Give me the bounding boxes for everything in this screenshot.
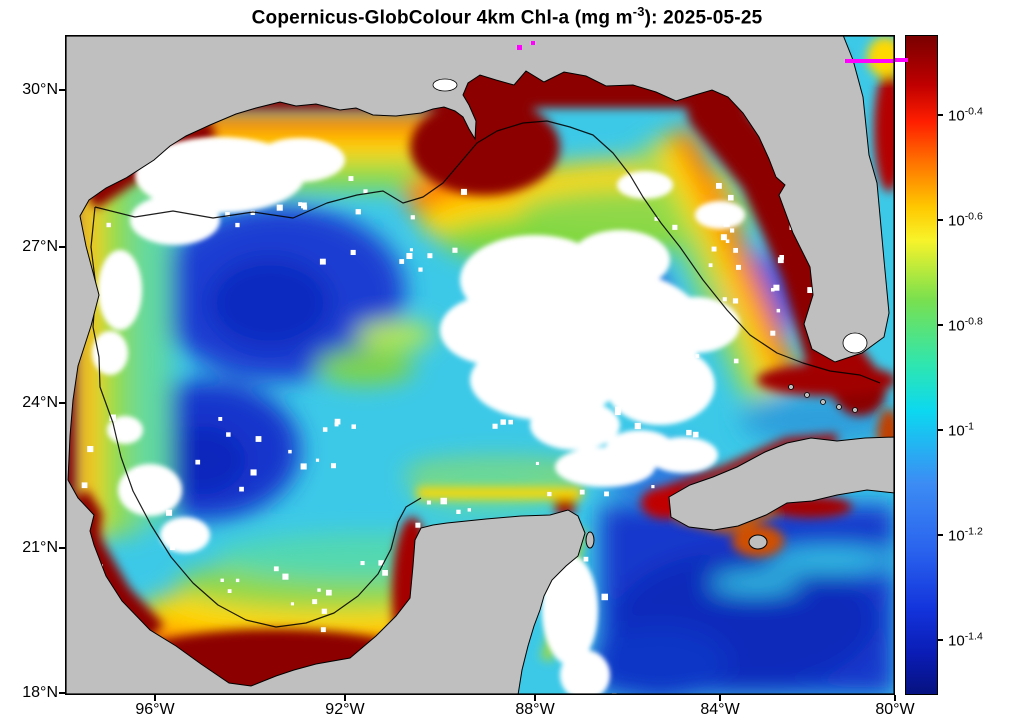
axes-border xyxy=(65,35,895,695)
y-tick-label: 21°N xyxy=(22,539,58,557)
colorbar-tick-mark xyxy=(938,323,943,326)
y-tick-label: 18°N xyxy=(22,684,58,702)
y-tick-label: 27°N xyxy=(22,237,58,255)
colorbar-tick-base: 10 xyxy=(948,527,965,545)
colorbar-tick-exponent: -1.2 xyxy=(964,525,983,538)
y-tick-mark xyxy=(59,692,65,695)
land-masses xyxy=(65,35,895,695)
colorbar-tick-label: 10-1.4 xyxy=(948,631,983,650)
colorbar-tick-label: 10-0.6 xyxy=(948,210,983,229)
land-cuba xyxy=(668,436,895,531)
x-tick-mark xyxy=(534,695,537,701)
colorbar-tick-base: 10 xyxy=(948,107,965,125)
x-tick-label: 80°W xyxy=(875,701,915,718)
x-tick-mark xyxy=(153,695,156,701)
figure-title: Copernicus-GlobColour 4km Chl-a (mg m-3)… xyxy=(0,4,1014,29)
colorbar xyxy=(905,35,938,695)
y-tick-mark xyxy=(59,245,65,248)
x-tick-label: 96°W xyxy=(135,701,175,718)
y-tick-label: 24°N xyxy=(22,394,58,412)
colorbar-tick-base: 10 xyxy=(948,422,965,440)
land-isla-de-la-juventud xyxy=(748,534,768,550)
colorbar-tick-mark xyxy=(938,639,943,642)
colorbar-tick-exponent: -0.6 xyxy=(964,210,983,223)
colorbar-tick-mark xyxy=(938,218,943,221)
colorbar-tick-label: 10-1 xyxy=(948,420,974,439)
y-tick-mark xyxy=(59,547,65,550)
x-tick-mark xyxy=(894,695,896,701)
y-tick-mark xyxy=(59,88,65,91)
title-suffix: ): 2025-05-25 xyxy=(644,7,763,29)
map-plot-area xyxy=(65,35,895,695)
y-tick-mark xyxy=(59,402,65,405)
x-tick-mark xyxy=(343,695,346,701)
colorbar-tick-exponent: -1 xyxy=(964,420,975,433)
colorbar-tick-base: 10 xyxy=(948,212,965,230)
colorbar-tick-mark xyxy=(938,113,943,116)
x-tick-mark xyxy=(719,695,722,701)
bathymetry-contours xyxy=(90,120,881,628)
colorbar-tick-exponent: -0.4 xyxy=(964,105,983,118)
x-tick-label: 88°W xyxy=(515,701,555,718)
colorbar-tick-mark xyxy=(938,428,943,431)
flagged-pixels-magenta xyxy=(517,41,895,63)
title-prefix: Copernicus-GlobColour 4km Chl-a (mg m xyxy=(251,7,633,29)
colorbar-tick-base: 10 xyxy=(948,317,965,335)
gulf-of-mexico-map xyxy=(65,35,895,695)
land-florida-keys xyxy=(788,384,858,413)
colorbar-tick-exponent: -0.8 xyxy=(964,315,983,328)
colorbar-tick-exponent: -1.4 xyxy=(964,630,983,643)
colorbar-gradient xyxy=(906,36,937,694)
colorbar-tick-label: 10-1.2 xyxy=(948,526,983,545)
colorbar-tick-mark xyxy=(938,534,943,537)
land-cozumel xyxy=(585,531,595,549)
anomaly-line-extension xyxy=(895,58,908,62)
colorbar-tick-label: 10-0.8 xyxy=(948,315,983,334)
colorbar-tick-label: 10-0.4 xyxy=(948,105,983,124)
title-exponent: -3 xyxy=(632,4,645,19)
colorbar-tick-base: 10 xyxy=(948,632,965,650)
x-tick-label: 84°W xyxy=(700,701,740,718)
anomaly-line xyxy=(845,59,895,63)
lake-okeechobee xyxy=(842,332,868,354)
lake-pontchartrain xyxy=(432,78,458,92)
land-mainland-north-america xyxy=(65,35,890,695)
y-tick-label: 30°N xyxy=(22,80,58,98)
x-tick-label: 92°W xyxy=(325,701,365,718)
